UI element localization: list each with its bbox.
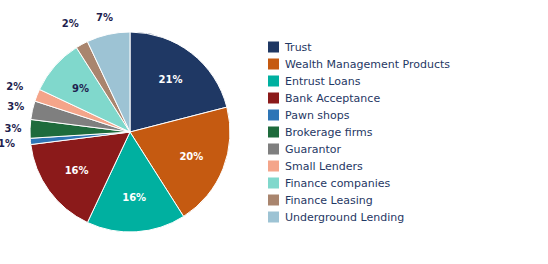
legend-swatch [268, 76, 279, 87]
legend-label: Small Lenders [285, 160, 363, 173]
legend-label: Finance Leasing [285, 194, 373, 207]
legend-swatch [268, 195, 279, 206]
pie-slice [31, 132, 130, 222]
legend-swatch [268, 144, 279, 155]
slices [30, 32, 230, 232]
data-label: 3% [7, 101, 24, 112]
legend-swatch [268, 110, 279, 121]
legend: Trust Wealth Management Products Entrust L… [268, 41, 450, 224]
legend-label: Finance companies [285, 177, 391, 190]
legend-label: Bank Acceptance [285, 92, 380, 105]
data-label: 21% [158, 74, 182, 85]
legend-swatch [268, 93, 279, 104]
chart-svg: 21% 20% 16% 16% 1% 3% 3% 2% 9% 2% 7% Trust Wealth Ma… [0, 0, 548, 264]
legend-swatch [268, 212, 279, 223]
legend-label: Trust [284, 41, 312, 54]
chart-container: 21% 20% 16% 16% 1% 3% 3% 2% 9% 2% 7% Trust Wealth Ma… [0, 0, 548, 264]
legend-swatch [268, 178, 279, 189]
data-label: 7% [96, 12, 113, 23]
legend-label: Brokerage firms [285, 126, 373, 139]
legend-swatch [268, 161, 279, 172]
legend-label: Pawn shops [285, 109, 350, 122]
data-label: 2% [6, 81, 23, 92]
legend-label: Guarantor [285, 143, 342, 156]
legend-label: Wealth Management Products [285, 58, 450, 71]
data-labels: 21% 20% 16% 16% 1% 3% 3% 2% 9% 2% 7% [0, 12, 203, 203]
data-label: 16% [65, 165, 89, 176]
data-label: 20% [179, 151, 203, 162]
data-label: 16% [122, 192, 146, 203]
data-label: 2% [62, 18, 79, 29]
legend-swatch [268, 42, 279, 53]
legend-label: Entrust Loans [285, 75, 361, 88]
legend-swatch [268, 59, 279, 70]
data-label: 9% [72, 83, 89, 94]
pie-slice [87, 32, 130, 132]
legend-label: Underground Lending [285, 211, 404, 224]
legend-swatch [268, 127, 279, 138]
data-label: 3% [5, 123, 22, 134]
data-label: 1% [0, 138, 15, 149]
